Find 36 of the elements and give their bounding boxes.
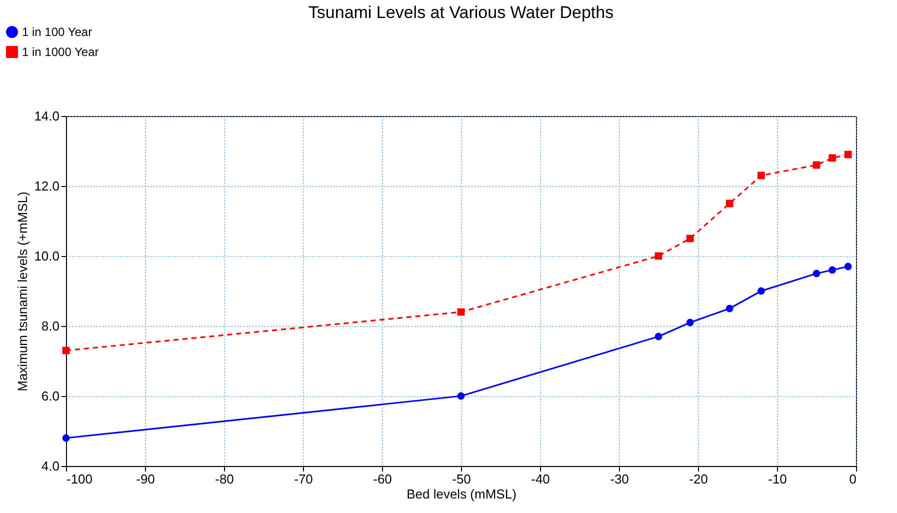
x-tick-label: -50 bbox=[452, 472, 471, 486]
point bbox=[812, 270, 820, 278]
y-tick-label: 12.0 bbox=[34, 178, 60, 194]
x-tick-label: -20 bbox=[689, 472, 708, 486]
point bbox=[457, 392, 465, 400]
x-tick-label: -70 bbox=[294, 472, 313, 486]
x-tick-label: -90 bbox=[136, 472, 155, 486]
point bbox=[757, 287, 765, 295]
y-tick-label: 14.0 bbox=[34, 108, 60, 124]
point bbox=[844, 262, 852, 270]
point bbox=[654, 332, 662, 340]
point bbox=[828, 266, 836, 274]
point bbox=[62, 434, 70, 442]
x-tick-label: -30 bbox=[610, 472, 629, 486]
point bbox=[757, 172, 765, 180]
y-tick-label: 4.0 bbox=[41, 458, 60, 474]
point bbox=[686, 234, 694, 242]
point bbox=[726, 304, 734, 312]
y-axis-title: Maximum tsunami levels (+mMSL) bbox=[15, 192, 30, 392]
point bbox=[828, 154, 836, 162]
y-tick-label: 8.0 bbox=[41, 318, 60, 334]
x-tick-label: -60 bbox=[373, 472, 392, 486]
y-tick-label: 6.0 bbox=[41, 388, 60, 404]
x-tick-label: -40 bbox=[531, 472, 550, 486]
x-tick-label: -80 bbox=[215, 472, 234, 486]
chart-title: Tsunami Levels at Various Water Depths bbox=[308, 3, 614, 22]
legend-label: 1 in 100 Year bbox=[22, 25, 92, 39]
x-tick-label: -100 bbox=[66, 472, 93, 486]
point bbox=[844, 150, 852, 158]
point bbox=[686, 318, 694, 326]
x-tick-label: -10 bbox=[768, 472, 787, 486]
legend-label: 1 in 1000 Year bbox=[22, 45, 99, 59]
x-axis-title: Bed levels (mMSL) bbox=[406, 486, 516, 502]
point bbox=[726, 200, 734, 208]
y-tick-label: 10.0 bbox=[34, 248, 60, 264]
x-tick-label: 0 bbox=[849, 472, 856, 486]
